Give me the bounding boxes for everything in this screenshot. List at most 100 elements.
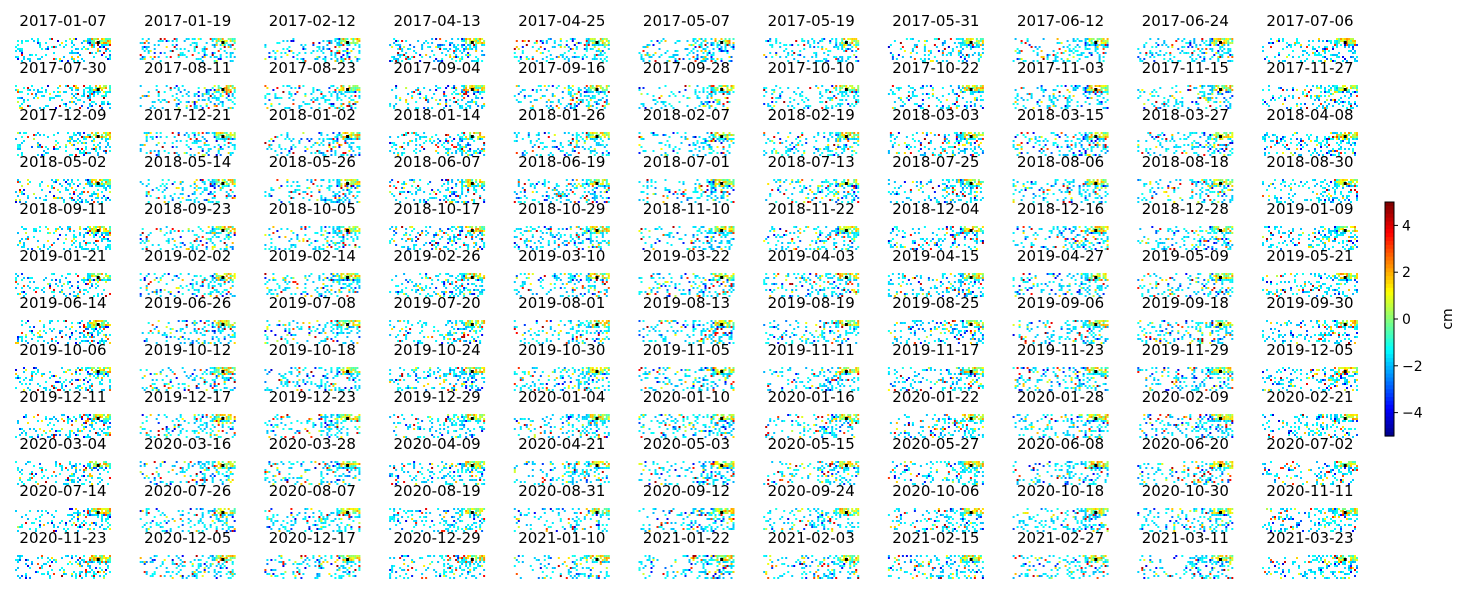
map-pixel — [843, 138, 845, 140]
map-pixel — [924, 50, 926, 52]
map-pixel — [890, 136, 892, 138]
map-pixel — [663, 38, 665, 40]
map-pixel — [580, 101, 582, 103]
map-pixel — [1151, 54, 1153, 56]
map-pixel — [972, 93, 974, 95]
map-pixel — [823, 136, 825, 138]
map-panel: 2017-05-19 — [763, 12, 859, 62]
map-pixel — [1227, 40, 1229, 42]
map-pixel — [1203, 132, 1205, 134]
map-pixel — [1274, 99, 1276, 101]
map-pixel — [473, 132, 475, 134]
map-pixel — [228, 38, 230, 40]
map-pixel — [964, 134, 966, 136]
map-pixel — [451, 144, 453, 146]
map-pixel — [1087, 42, 1089, 44]
map-pixel — [1099, 140, 1101, 142]
map-pixel — [715, 38, 717, 40]
map-pixel — [61, 42, 63, 44]
map-pixel — [1081, 134, 1083, 136]
map-pixel — [69, 140, 71, 142]
map-pixel — [1203, 56, 1205, 58]
map-pixel — [204, 142, 206, 144]
map-pixel — [1155, 101, 1157, 103]
map-panel: 2018-01-14 — [389, 106, 485, 156]
map-pixel — [81, 142, 83, 144]
map-pixel — [330, 42, 332, 44]
map-pixel — [528, 134, 530, 136]
map-pixel — [837, 136, 839, 138]
map-pixel — [809, 46, 811, 48]
map-pixel — [779, 87, 781, 89]
map-pixel — [560, 40, 562, 42]
map-pixel — [1300, 44, 1302, 46]
map-pixel — [1175, 99, 1177, 101]
map-pixel — [1103, 146, 1105, 148]
map-pixel — [845, 99, 847, 101]
map-pixel — [910, 56, 912, 58]
map-pixel — [1169, 52, 1171, 54]
map-pixel — [970, 101, 972, 103]
map-pixel — [1019, 50, 1021, 52]
map-pixel — [204, 87, 206, 89]
map-pixel — [1308, 40, 1310, 42]
map-pixel — [1017, 99, 1019, 101]
map-pixel — [356, 87, 358, 89]
map-pixel — [596, 138, 598, 140]
map-pixel — [576, 146, 578, 148]
map-pixel — [1061, 52, 1063, 54]
map-pixel — [103, 136, 105, 138]
map-pixel — [918, 140, 920, 142]
map-pixel — [457, 48, 459, 50]
map-pixel — [97, 44, 99, 46]
map-pixel — [461, 46, 463, 48]
map-pixel — [837, 138, 839, 140]
map-pixel — [966, 134, 968, 136]
map-pixel — [1225, 52, 1227, 54]
map-pixel — [1073, 87, 1075, 89]
map-pixel — [358, 152, 360, 154]
map-pixel — [234, 87, 236, 89]
map-pixel — [473, 85, 475, 87]
map-pixel — [1103, 134, 1105, 136]
map-pixel — [1099, 134, 1101, 136]
map-pixel — [1051, 101, 1053, 103]
map-pixel — [725, 46, 727, 48]
map-pixel — [475, 97, 477, 99]
map-pixel — [1099, 103, 1101, 105]
map-pixel — [1304, 89, 1306, 91]
map-pixel — [292, 40, 294, 42]
map-pixel — [847, 38, 849, 40]
map-pixel — [1209, 44, 1211, 46]
map-pixel — [1209, 42, 1211, 44]
map-pixel — [594, 140, 596, 142]
map-pixel — [1081, 40, 1083, 42]
map-pixel — [1209, 40, 1211, 42]
map-pixel — [568, 103, 570, 105]
map-pixel — [483, 105, 485, 107]
map-pixel — [65, 40, 67, 42]
map-pixel — [463, 146, 465, 148]
map-pixel — [853, 40, 855, 42]
map-pixel — [322, 138, 324, 140]
map-pixel — [956, 97, 958, 99]
map-pixel — [352, 89, 354, 91]
map-pixel — [1211, 89, 1213, 91]
map-pixel — [731, 134, 733, 136]
map-pixel — [1266, 103, 1268, 105]
map-pixel — [857, 40, 859, 42]
map-pixel — [709, 52, 711, 54]
map-pixel — [721, 46, 723, 48]
map-pixel — [972, 46, 974, 48]
map-pixel — [807, 40, 809, 42]
map-pixel — [340, 99, 342, 101]
map-pixel — [1017, 95, 1019, 97]
map-pixel — [1221, 38, 1223, 40]
map-pixel — [1211, 42, 1213, 44]
map-pixel — [659, 42, 661, 44]
map-pixel — [1171, 95, 1173, 97]
map-pixel — [93, 140, 95, 142]
map-pixel — [1225, 40, 1227, 42]
map-pixel — [982, 44, 984, 46]
map-pixel — [55, 144, 57, 146]
